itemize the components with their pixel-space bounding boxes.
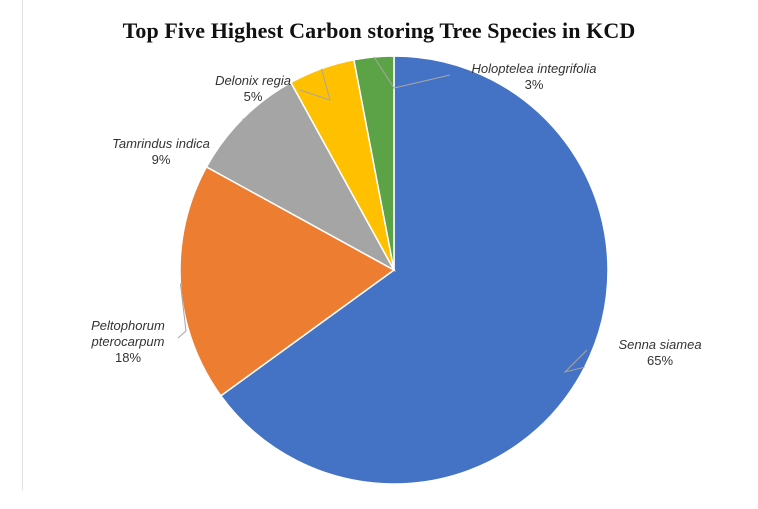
slice-percent-3: 5%: [244, 89, 263, 104]
chart-title: Top Five Highest Carbon storing Tree Spe…: [122, 18, 636, 43]
slice-percent-1: 18%: [115, 350, 141, 365]
leader-line-4: [373, 56, 451, 89]
slice-label-0-line-0: Senna siamea: [618, 337, 701, 352]
slice-label-1-line-0: Peltophorum: [91, 318, 165, 333]
frame-border: [22, 0, 23, 490]
slice-label-3-line-0: Delonix regia: [215, 73, 291, 88]
slice-label-2-line-0: Tamrindus indica: [112, 136, 210, 151]
slice-label-1-line-1: pterocarpum: [91, 334, 165, 349]
slice-label-4-line-0: Holoptelea integrifolia: [471, 61, 596, 76]
leader-line-0: [563, 349, 588, 373]
slice-percent-4: 3%: [525, 77, 544, 92]
leader-line-2: [231, 118, 259, 147]
leader-line-3: [299, 68, 331, 101]
pie-slice-2: [205, 81, 396, 272]
slice-percent-0: 65%: [647, 353, 673, 368]
leader-line-1: [177, 283, 187, 339]
slice-percent-2: 9%: [152, 152, 171, 167]
